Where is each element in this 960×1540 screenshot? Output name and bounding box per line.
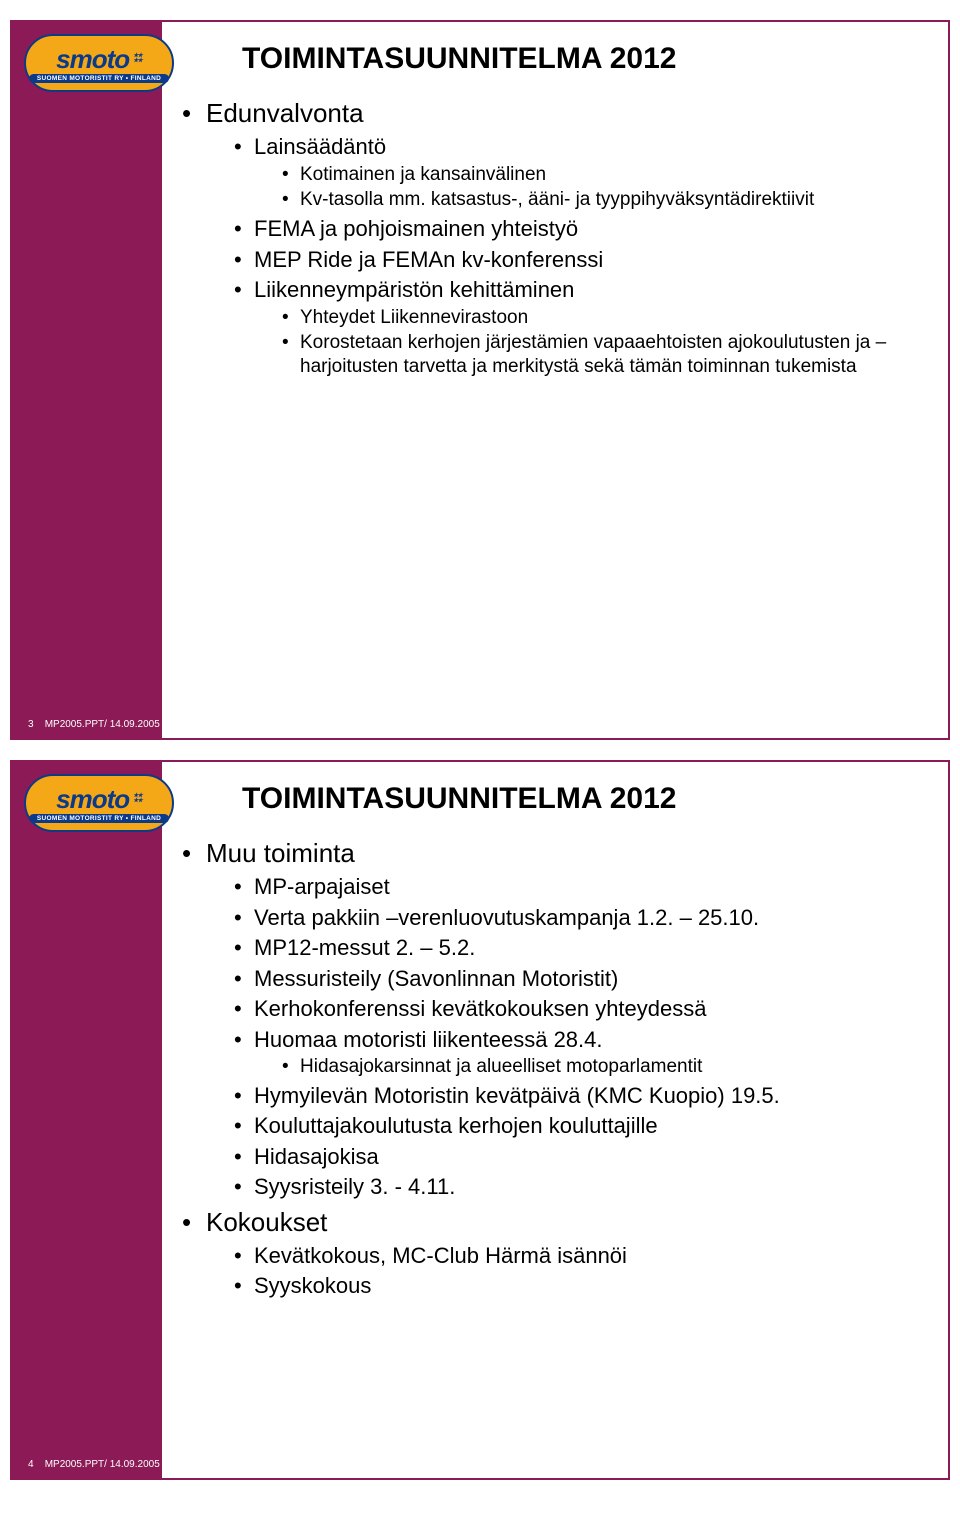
l2-item: MP-arpajaiset — [234, 873, 928, 901]
bullet-list-l2: Lainsäädäntö Kotimainen ja kansainväline… — [206, 133, 928, 379]
l3-text: Kv-tasolla mm. katsastus-, ääni- ja tyyp… — [300, 189, 814, 210]
l3-item: Kotimainen ja kansainvälinen — [282, 163, 928, 187]
l3-text: Kotimainen ja kansainvälinen — [300, 164, 546, 185]
l2-item: Syysristeily 3. - 4.11. — [234, 1173, 928, 1201]
l2-text: MP-arpajaiset — [254, 874, 390, 899]
l2-item: Hymyilevän Motoristin kevätpäivä (KMC Ku… — [234, 1082, 928, 1110]
l2-item: MEP Ride ja FEMAn kv-konferenssi — [234, 246, 928, 274]
l2-text: Lainsäädäntö — [254, 134, 386, 159]
logo-stars: ★★★★ — [133, 794, 142, 802]
logo-main: smoto ★★★★ — [56, 46, 142, 72]
l2-text: FEMA ja pohjoismainen yhteistyö — [254, 216, 578, 241]
left-stripe — [12, 22, 162, 738]
l2-item: FEMA ja pohjoismainen yhteistyö — [234, 215, 928, 243]
l2-item: Liikenneympäristön kehittäminen Yhteydet… — [234, 276, 928, 379]
l2-item: Hidasajokisa — [234, 1143, 928, 1171]
logo: smoto ★★★★ SUOMEN MOTORISTIT RY • FINLAN… — [24, 774, 174, 832]
l1-text: Kokoukset — [206, 1207, 327, 1237]
l2-item: Verta pakkiin –verenluovutuskampanja 1.2… — [234, 904, 928, 932]
left-stripe — [12, 762, 162, 1478]
l2-text: Syyskokous — [254, 1273, 371, 1298]
bullet-list-l3: Kotimainen ja kansainvälinen Kv-tasolla … — [254, 163, 928, 213]
l2-item: Kerhokonferenssi kevätkokouksen yhteydes… — [234, 995, 928, 1023]
l2-text: Hymyilevän Motoristin kevätpäivä (KMC Ku… — [254, 1083, 780, 1108]
logo-stars: ★★★★ — [133, 54, 142, 62]
slide-title: TOIMINTASUUNNITELMA 2012 — [242, 42, 928, 76]
footer-text: MP2005.PPT/ 14.09.2005 / EG — [45, 719, 183, 730]
l2-text: MP12-messut 2. – 5.2. — [254, 935, 475, 960]
l2-item: Huomaa motoristi liikenteessä 28.4. Hida… — [234, 1026, 928, 1079]
l2-item: MP12-messut 2. – 5.2. — [234, 934, 928, 962]
l1-item: Kokoukset Kevätkokous, MC-Club Härmä isä… — [182, 1207, 928, 1300]
logo-text: smoto — [56, 786, 129, 812]
l2-text: MEP Ride ja FEMAn kv-konferenssi — [254, 247, 603, 272]
slide-title: TOIMINTASUUNNITELMA 2012 — [242, 782, 928, 816]
l1-text: Edunvalvonta — [206, 98, 364, 128]
logo-sub: SUOMEN MOTORISTIT RY • FINLAND — [29, 74, 169, 83]
bullet-list-l1: Edunvalvonta Lainsäädäntö Kotimainen ja … — [182, 98, 928, 379]
footer-num: 4 — [28, 1459, 34, 1470]
slide-2: smoto ★★★★ SUOMEN MOTORISTIT RY • FINLAN… — [10, 760, 950, 1480]
l3-text: Korostetaan kerhojen järjestämien vapaae… — [300, 332, 886, 377]
slide-content: TOIMINTASUUNNITELMA 2012 Muu toiminta MP… — [182, 782, 928, 1448]
l2-text: Verta pakkiin –verenluovutuskampanja 1.2… — [254, 905, 759, 930]
slide-footer: 4 MP2005.PPT/ 14.09.2005 / EG — [28, 1459, 183, 1470]
l2-text: Syysristeily 3. - 4.11. — [254, 1174, 455, 1199]
logo-sub: SUOMEN MOTORISTIT RY • FINLAND — [29, 814, 169, 823]
l2-text: Hidasajokisa — [254, 1144, 379, 1169]
bullet-list-l3: Yhteydet Liikennevirastoon Korostetaan k… — [254, 306, 928, 379]
l2-text: Kouluttajakoulutusta kerhojen kouluttaji… — [254, 1113, 658, 1138]
l3-text: Hidasajokarsinnat ja alueelliset motopar… — [300, 1056, 702, 1077]
l2-item: Lainsäädäntö Kotimainen ja kansainväline… — [234, 133, 928, 212]
bullet-list-l2: Kevätkokous, MC-Club Härmä isännöi Syysk… — [206, 1242, 928, 1300]
l3-item: Yhteydet Liikennevirastoon — [282, 306, 928, 330]
l2-item: Kevätkokous, MC-Club Härmä isännöi — [234, 1242, 928, 1270]
l3-item: Kv-tasolla mm. katsastus-, ääni- ja tyyp… — [282, 188, 928, 212]
l2-item: Messuristeily (Savonlinnan Motoristit) — [234, 965, 928, 993]
l3-text: Yhteydet Liikennevirastoon — [300, 307, 528, 328]
l2-text: Kevätkokous, MC-Club Härmä isännöi — [254, 1243, 627, 1268]
l3-item: Korostetaan kerhojen järjestämien vapaae… — [282, 331, 928, 379]
logo-text: smoto — [56, 46, 129, 72]
l2-text: Messuristeily (Savonlinnan Motoristit) — [254, 966, 618, 991]
logo-main: smoto ★★★★ — [56, 786, 142, 812]
l2-item: Syyskokous — [234, 1272, 928, 1300]
slide-content: TOIMINTASUUNNITELMA 2012 Edunvalvonta La… — [182, 42, 928, 708]
slide-footer: 3 MP2005.PPT/ 14.09.2005 / EG — [28, 719, 183, 730]
l1-item: Muu toiminta MP-arpajaiset Verta pakkiin… — [182, 838, 928, 1201]
bullet-list-l3: Hidasajokarsinnat ja alueelliset motopar… — [254, 1055, 928, 1079]
footer-num: 3 — [28, 719, 34, 730]
l3-item: Hidasajokarsinnat ja alueelliset motopar… — [282, 1055, 928, 1079]
bullet-list-l1: Muu toiminta MP-arpajaiset Verta pakkiin… — [182, 838, 928, 1300]
l2-text: Huomaa motoristi liikenteessä 28.4. — [254, 1027, 603, 1052]
slide-1: smoto ★★★★ SUOMEN MOTORISTIT RY • FINLAN… — [10, 20, 950, 740]
footer-text: MP2005.PPT/ 14.09.2005 / EG — [45, 1459, 183, 1470]
l1-text: Muu toiminta — [206, 838, 355, 868]
l2-item: Kouluttajakoulutusta kerhojen kouluttaji… — [234, 1112, 928, 1140]
l2-text: Kerhokonferenssi kevätkokouksen yhteydes… — [254, 996, 706, 1021]
l2-text: Liikenneympäristön kehittäminen — [254, 277, 574, 302]
l1-item: Edunvalvonta Lainsäädäntö Kotimainen ja … — [182, 98, 928, 379]
logo: smoto ★★★★ SUOMEN MOTORISTIT RY • FINLAN… — [24, 34, 174, 92]
bullet-list-l2: MP-arpajaiset Verta pakkiin –verenluovut… — [206, 873, 928, 1201]
